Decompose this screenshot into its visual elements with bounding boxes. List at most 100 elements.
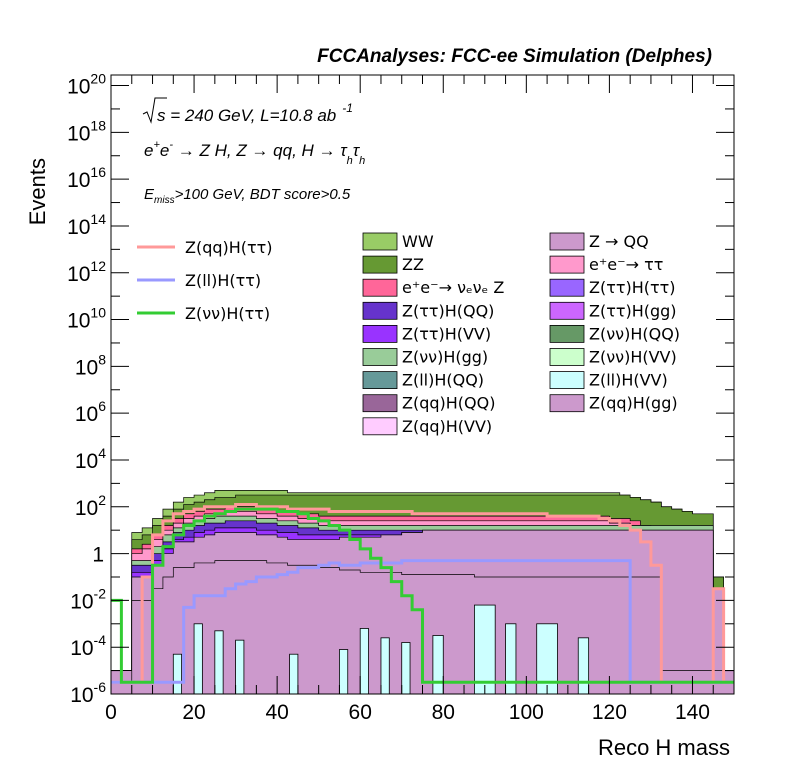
- y-tick-label-13: 1020: [67, 71, 106, 99]
- y-tick-base: 10: [67, 76, 90, 99]
- signal-line-z-ll-h: [111, 559, 734, 684]
- x-axis-label: Reco H mass: [598, 735, 730, 760]
- legend-swatch-z-h-vv: [362, 324, 398, 343]
- sqrt-symbol: [142, 97, 167, 124]
- y-tick-exp: -2: [94, 585, 107, 601]
- low-bin-5: [339, 649, 349, 694]
- y-tick-label-3: 1: [92, 544, 104, 567]
- selection-miss: miss: [154, 195, 175, 206]
- selection-annotation: Emiss>100 GeV, BDT score>0.5: [144, 186, 351, 206]
- low-bin-10: [474, 604, 496, 694]
- legend-swatch-z-h: [549, 278, 585, 297]
- y-tick-base: 10: [75, 403, 98, 426]
- y-tick-label-4: 102: [75, 492, 106, 520]
- y-tick-base: 10: [75, 450, 98, 473]
- y-tick-label-8: 1010: [67, 305, 106, 333]
- y-tick-label-0: 10-6: [70, 679, 106, 707]
- signal-line-z-h: [111, 507, 734, 684]
- selection-e: E: [144, 186, 155, 203]
- y-tick-base: 10: [70, 684, 93, 707]
- legend-swatch-e-e-z: [362, 278, 398, 297]
- process-tau2: τ: [353, 141, 361, 160]
- legend-swatch-z-qq-h-gg: [549, 394, 585, 413]
- y-tick-exp: 16: [90, 164, 106, 180]
- y-tick-exp: 14: [90, 211, 106, 227]
- x-tick-label-1: 20: [182, 701, 205, 724]
- legend-label-z-h-vv: Z(ττ)H(VV): [402, 324, 491, 343]
- energy-annotation: s = 240 GeV, L=10.8 ab -1: [142, 97, 353, 125]
- y-tick-exp: 8: [98, 351, 106, 367]
- svg-text:Emiss>100 GeV, BDT score>0.5: Emiss>100 GeV, BDT score>0.5: [144, 186, 351, 206]
- low-bin-3: [235, 639, 245, 694]
- legend-label-zz: ZZ: [402, 255, 424, 274]
- low-bin-2: [214, 630, 224, 694]
- signal-line-z-qq-h: [111, 502, 734, 684]
- x-tick-label-3: 60: [349, 701, 372, 724]
- y-tick-exp: 12: [90, 258, 106, 274]
- y-tick-base: 10: [67, 122, 90, 145]
- legend-label-z-ll-h-vv: Z(ll)H(VV): [589, 371, 668, 390]
- y-tick-base: 10: [70, 637, 93, 660]
- energy-exp: -1: [342, 101, 353, 115]
- y-tick-base: 10: [67, 263, 90, 286]
- y-tick-exp: -6: [94, 679, 107, 695]
- legend-label-z-h-qq: Z(ττ)H(QQ): [402, 301, 494, 320]
- legend-swatch-z-h-qq: [362, 301, 398, 320]
- y-tick-exp: 20: [90, 71, 106, 87]
- low-bin-6: [359, 628, 369, 694]
- legend-swatch-z-h-vv: [549, 348, 585, 366]
- y-tick-base: 10: [67, 169, 90, 192]
- y-tick-label-7: 108: [75, 351, 106, 379]
- legend-label-z-h: Z(ττ)H(ττ): [589, 278, 676, 297]
- y-tick-base: 10: [67, 216, 90, 239]
- legend-backgrounds: WW Z → QQ ZZ e⁺e⁻→ ττ e⁺e⁻→ νₑνₑ Z Z(ττ)H(ττ)…: [362, 232, 680, 436]
- energy-sqrt: s: [157, 106, 166, 125]
- low-bin-1: [193, 623, 203, 694]
- legend-swatch-z-qq-h-qq: [362, 394, 398, 413]
- x-tick-label-7: 140: [675, 701, 710, 724]
- y-tick-exp: 6: [98, 398, 106, 414]
- legend-swatch-z-ll-h-vv: [549, 371, 585, 390]
- process-tau1-sub: h: [347, 155, 353, 167]
- y-tick-exp: 10: [90, 305, 106, 321]
- legend-label-z-qq-h-gg: Z(qq)H(gg): [589, 394, 678, 413]
- x-tick-label-6: 120: [592, 701, 627, 724]
- legend-swatch-z-qq-h-vv: [362, 417, 398, 436]
- low-bin-0: [172, 653, 183, 694]
- y-tick-exp: 4: [98, 445, 106, 461]
- legend-label-z-qq-h-vv: Z(qq)H(VV): [402, 417, 492, 436]
- selection-rest: >100 GeV, BDT score>0.5: [175, 186, 351, 203]
- y-tick-label-10: 1014: [67, 211, 106, 239]
- legend-swatch-z-qq: [549, 232, 585, 251]
- y-tick-base: 10: [75, 497, 98, 520]
- x-tick-label-2: 40: [265, 701, 288, 724]
- legend-signals: Z(qq)H(ττ) Z(ll)H(ττ) Z(νν)H(ττ): [137, 238, 273, 323]
- y-tick-label-2: 10-2: [70, 585, 106, 613]
- x-axis: 0 20 40 60 80 100 120 140: [105, 75, 735, 724]
- legend-swatch-e-e: [549, 255, 585, 274]
- legend-label-e-e: e⁺e⁻→ ττ: [589, 255, 663, 274]
- y-tick-base: 10: [67, 310, 90, 333]
- low-bin-4: [289, 653, 299, 694]
- low-bin-8: [401, 642, 411, 694]
- legend-label-e-e-z: e⁺e⁻→ νₑνₑ Z: [402, 278, 504, 297]
- chart-title: FCCAnalyses: FCC-ee Simulation (Delphes): [317, 46, 712, 67]
- low-bin-7: [380, 637, 390, 694]
- svg-text:e+e- → Z H, Z → qq, H → τhτh: e+e- → Z H, Z → qq, H → τhτh: [144, 139, 365, 167]
- y-tick-label-9: 1012: [67, 258, 106, 286]
- legend-label-z-h-gg: Z(ττ)H(gg): [589, 301, 677, 320]
- low-bin-9: [432, 635, 444, 694]
- y-tick-label-12: 1018: [67, 117, 106, 145]
- y-tick-base: 10: [70, 590, 93, 613]
- process-e2: e: [160, 141, 169, 160]
- legend-swatch-z-h-qq: [549, 324, 585, 343]
- process-e1-sup: +: [153, 139, 160, 151]
- svg-text:s = 240 GeV, L=10.8 ab-1: s = 240 GeV, L=10.8 ab -1: [157, 101, 353, 125]
- energy-rest: = 240 GeV, L=10.8 ab: [166, 106, 337, 125]
- y-axis-label: Events: [25, 158, 50, 225]
- legend-label-z-ll-h-qq: Z(ll)H(QQ): [402, 371, 484, 390]
- y-tick-exp: 18: [90, 117, 106, 133]
- y-axis: 10-610-410-21102104106108101010121014101…: [67, 71, 734, 707]
- legend-swatch-z-ll-h-qq: [362, 371, 398, 390]
